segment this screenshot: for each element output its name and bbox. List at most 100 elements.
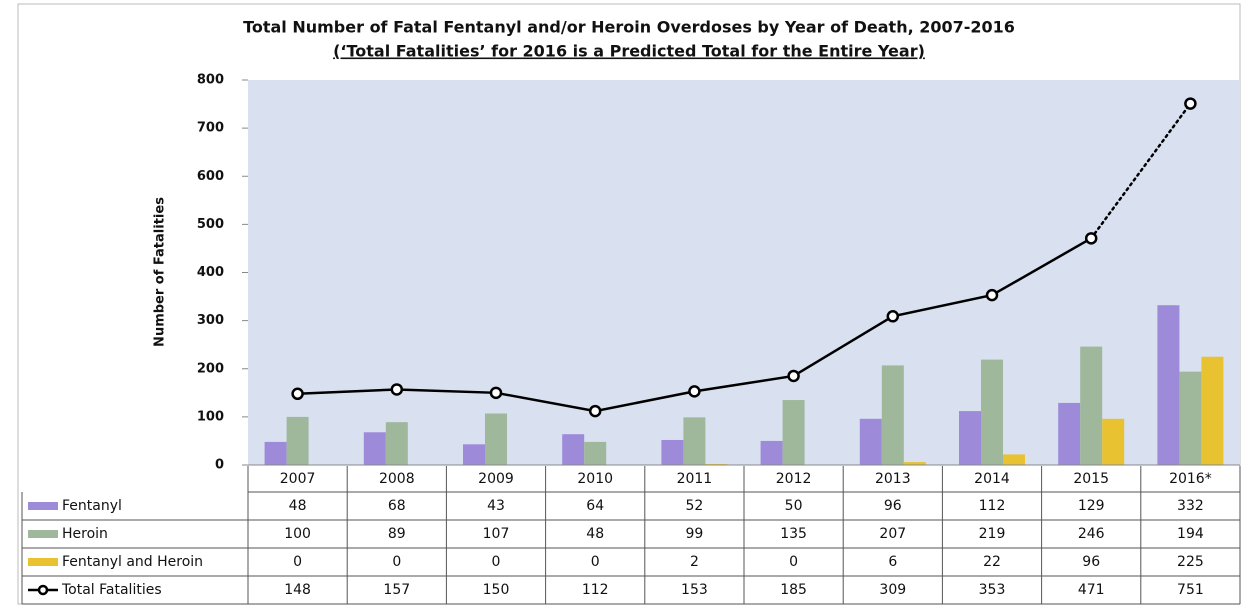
bar xyxy=(1179,371,1202,465)
bar xyxy=(959,411,981,465)
table-value: 0 xyxy=(392,554,401,570)
table-value: 225 xyxy=(1177,554,1204,570)
table-value: 153 xyxy=(681,582,708,598)
bar xyxy=(1058,402,1081,465)
bar xyxy=(859,418,882,465)
table-value: 107 xyxy=(483,526,510,542)
x-tick-label: 2013 xyxy=(875,471,911,487)
bar xyxy=(463,444,485,465)
x-tick-label: 2011 xyxy=(677,471,713,487)
line-marker xyxy=(291,387,304,401)
table-value: 96 xyxy=(884,498,902,514)
legend-swatch xyxy=(28,558,58,566)
table-value: 207 xyxy=(879,526,906,542)
y-tick-label: 300 xyxy=(197,313,224,328)
x-tick-label: 2012 xyxy=(776,471,812,487)
plot-area xyxy=(248,80,1240,465)
table-value: 52 xyxy=(685,498,703,514)
table-value: 353 xyxy=(979,582,1006,598)
table-value: 89 xyxy=(388,526,406,542)
bar xyxy=(485,413,507,465)
table-value: 148 xyxy=(284,582,311,598)
table-value: 471 xyxy=(1078,582,1105,598)
table-value: 246 xyxy=(1078,526,1105,542)
table-value: 332 xyxy=(1177,498,1204,514)
table-value: 185 xyxy=(780,582,807,598)
x-tick-label: 2008 xyxy=(379,471,415,487)
bar xyxy=(1080,346,1103,465)
bar xyxy=(385,422,408,465)
y-tick-label: 700 xyxy=(197,121,224,136)
bar xyxy=(683,417,706,465)
table-value: 309 xyxy=(879,582,906,598)
table-value: 0 xyxy=(591,554,600,570)
y-axis-label: Number of Fatalities xyxy=(153,197,168,347)
x-tick-label: 2015 xyxy=(1073,471,1109,487)
bar xyxy=(903,462,926,465)
legend-label: Fentanyl and Heroin xyxy=(62,554,203,570)
chart-title: Total Number of Fatal Fentanyl and/or He… xyxy=(243,18,1015,37)
y-tick-label: 200 xyxy=(197,361,224,376)
bar xyxy=(1157,305,1180,465)
table-value: 0 xyxy=(789,554,798,570)
bar xyxy=(760,440,783,465)
line-marker xyxy=(588,404,602,418)
table-value: 96 xyxy=(1082,554,1100,570)
line-marker xyxy=(1084,232,1098,245)
table-value: 6 xyxy=(888,554,897,570)
x-tick-label: 2016* xyxy=(1169,471,1212,487)
bar xyxy=(363,432,386,465)
y-tick-label: 100 xyxy=(197,409,224,424)
legend-label: Fentanyl xyxy=(62,498,122,514)
bar xyxy=(981,359,1003,465)
bar xyxy=(264,441,287,465)
bar xyxy=(562,434,585,465)
legend-label: Total Fatalities xyxy=(61,582,162,598)
legend-swatch xyxy=(28,530,58,538)
table-value: 2 xyxy=(690,554,699,570)
table-value: 48 xyxy=(586,526,604,542)
y-tick-label: 0 xyxy=(215,458,224,473)
table-value: 112 xyxy=(979,498,1006,514)
table-value: 68 xyxy=(388,498,406,514)
line-marker xyxy=(886,310,900,323)
table-value: 22 xyxy=(983,554,1001,570)
line-marker xyxy=(390,383,404,396)
bar xyxy=(286,416,309,465)
legend-swatch xyxy=(28,502,58,510)
bar xyxy=(782,400,805,465)
total-line-projected xyxy=(1089,102,1192,240)
y-tick-label: 500 xyxy=(197,217,224,232)
table-value: 112 xyxy=(582,582,609,598)
y-tick-label: 800 xyxy=(197,73,224,88)
bar xyxy=(661,439,684,465)
table-value: 43 xyxy=(487,498,505,514)
line-marker xyxy=(489,386,503,400)
line-marker xyxy=(985,288,999,302)
x-tick-label: 2010 xyxy=(577,471,613,487)
line-marker xyxy=(1184,97,1197,110)
y-tick-label: 600 xyxy=(197,169,224,184)
table-value: 64 xyxy=(586,498,604,514)
table-value: 129 xyxy=(1078,498,1105,514)
table-value: 100 xyxy=(284,526,311,542)
x-tick-label: 2009 xyxy=(478,471,514,487)
legend-marker xyxy=(37,584,49,596)
table-value: 0 xyxy=(293,554,302,570)
table-value: 157 xyxy=(383,582,410,598)
table-value: 219 xyxy=(979,526,1006,542)
legend-label: Heroin xyxy=(62,526,108,542)
chart-subtitle: (‘Total Fatalities’ for 2016 is a Predic… xyxy=(333,42,925,61)
table-value: 751 xyxy=(1177,582,1204,598)
table-value: 0 xyxy=(492,554,501,570)
table-value: 150 xyxy=(483,582,510,598)
table-value: 99 xyxy=(685,526,703,542)
bar xyxy=(1201,356,1224,465)
bar xyxy=(1102,418,1125,465)
bar xyxy=(1003,454,1025,465)
table-value: 135 xyxy=(780,526,807,542)
y-tick-label: 400 xyxy=(197,265,224,280)
bar xyxy=(584,441,607,465)
table-value: 48 xyxy=(289,498,307,514)
